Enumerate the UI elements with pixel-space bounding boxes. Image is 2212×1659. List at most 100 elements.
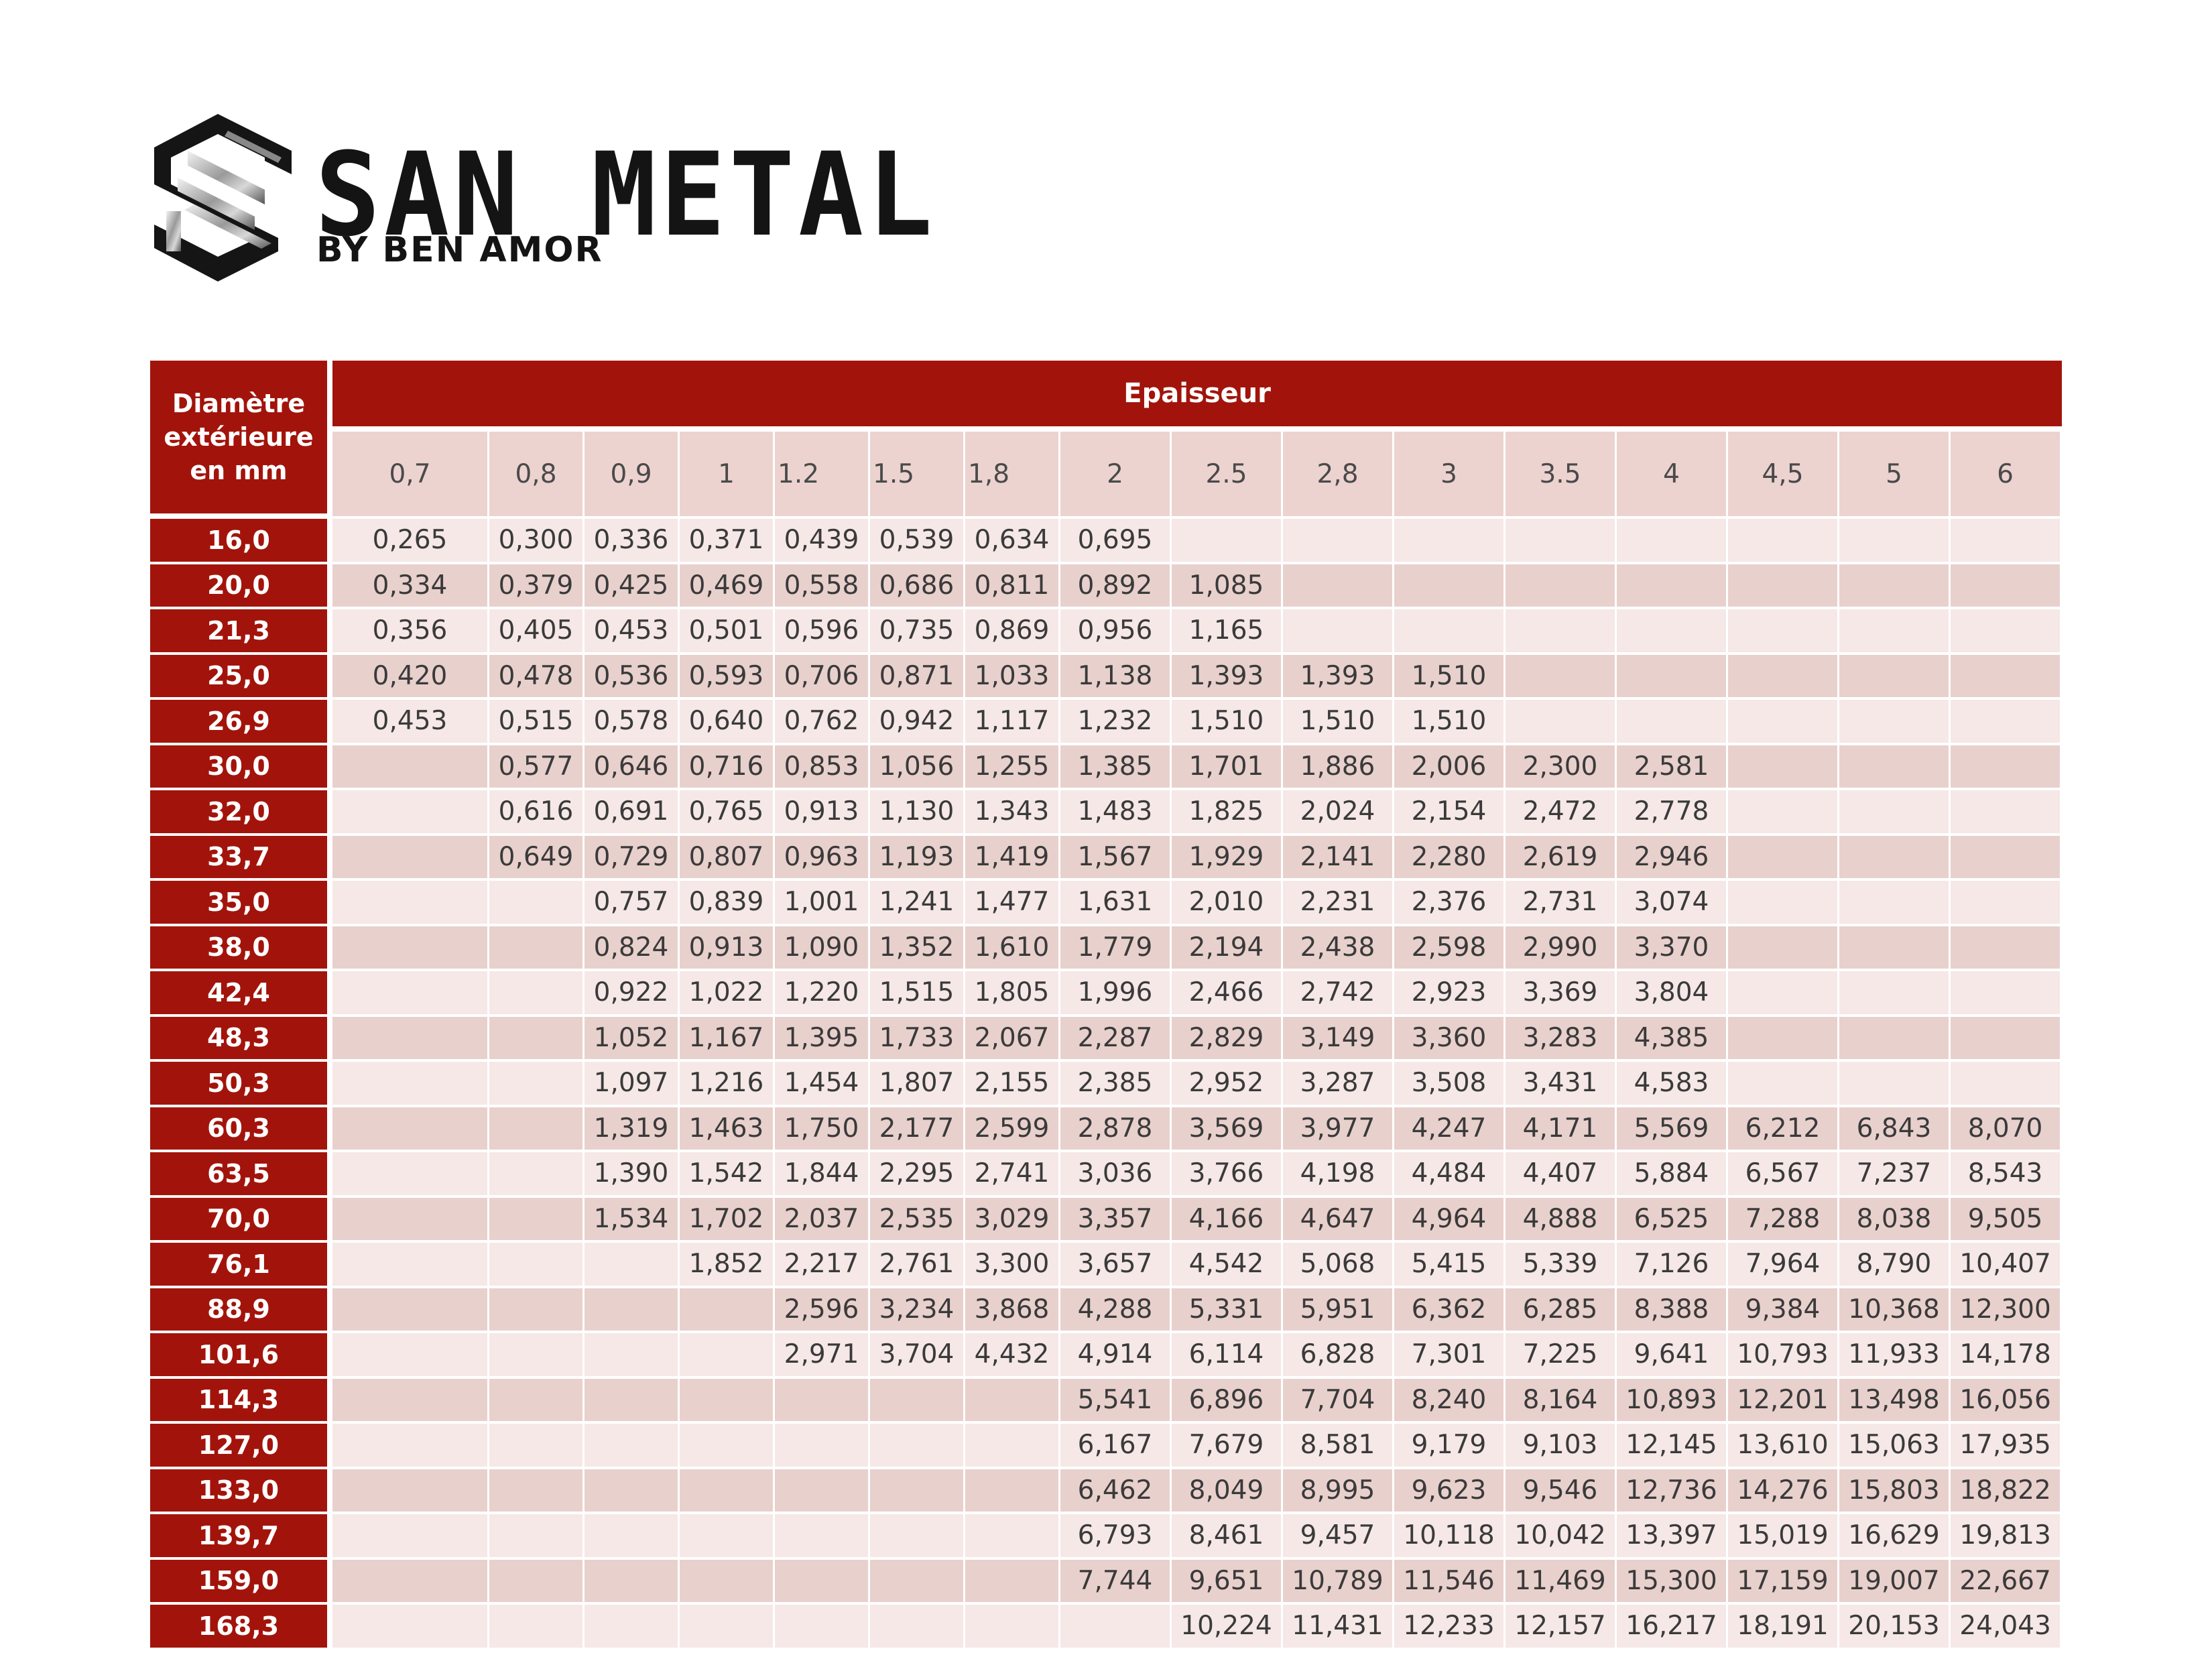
weight-cell: 0,869 bbox=[965, 609, 1060, 655]
weight-cell: 1,165 bbox=[1172, 609, 1283, 655]
weight-cell bbox=[1951, 835, 2063, 881]
diameter-cell: 101,6 bbox=[150, 1333, 332, 1379]
table-row: 133,0 6,462 8,049 8,995 9,623 9,546 12,736 14,2… bbox=[150, 1469, 2063, 1514]
table-row: 32,0 0,616 0,691 0,765 0,913 1,130 1,343 1,483 1… bbox=[150, 790, 2063, 836]
weight-cell: 13,397 bbox=[1617, 1514, 1728, 1560]
weight-cell: 2,006 bbox=[1394, 745, 1506, 790]
tube-weight-table: Diamètre extérieure en mm Epaisseur 0,7 0… bbox=[150, 361, 2063, 1650]
weight-cell: 0,729 bbox=[585, 835, 680, 881]
weight-cell: 0,420 bbox=[332, 654, 489, 700]
weight-cell: 1,534 bbox=[585, 1197, 680, 1243]
weight-cell bbox=[1506, 654, 1617, 700]
weight-cell bbox=[1951, 1062, 2063, 1107]
weight-cell: 5,415 bbox=[1394, 1243, 1506, 1288]
weight-cell: 1,929 bbox=[1172, 835, 1283, 881]
weight-cell: 1,805 bbox=[965, 971, 1060, 1017]
weight-cell: 2,155 bbox=[965, 1062, 1060, 1107]
weight-cell: 6,843 bbox=[1839, 1107, 1951, 1152]
weight-cell: 4,166 bbox=[1172, 1197, 1283, 1243]
weight-cell: 2,280 bbox=[1394, 835, 1506, 881]
weight-cell: 1,510 bbox=[1394, 654, 1506, 700]
weight-cell bbox=[332, 1152, 489, 1198]
brand-name: SAN METAL bbox=[315, 127, 936, 262]
weight-cell bbox=[1283, 564, 1394, 609]
weight-cell: 1,052 bbox=[585, 1016, 680, 1062]
weight-cell: 2,619 bbox=[1506, 835, 1617, 881]
weight-cell bbox=[332, 1559, 489, 1605]
table-row: 25,0 0,420 0,478 0,536 0,593 0,706 0,871 1,033 1… bbox=[150, 654, 2063, 700]
weight-cell: 2,287 bbox=[1060, 1016, 1172, 1062]
weight-cell: 10,407 bbox=[1951, 1243, 2063, 1288]
weight-cell: 0,593 bbox=[680, 654, 775, 700]
weight-cell: 8,543 bbox=[1951, 1152, 2063, 1198]
weight-cell bbox=[332, 1333, 489, 1379]
weight-cell bbox=[1617, 700, 1728, 745]
weight-cell: 7,679 bbox=[1172, 1424, 1283, 1469]
weight-cell: 1,702 bbox=[680, 1197, 775, 1243]
weight-cell: 0,691 bbox=[585, 790, 680, 836]
weight-cell: 1,477 bbox=[965, 881, 1060, 926]
weight-cell: 0,640 bbox=[680, 700, 775, 745]
weight-cell: 0,405 bbox=[489, 609, 585, 655]
weight-cell: 5,331 bbox=[1172, 1288, 1283, 1333]
weight-cell: 4,171 bbox=[1506, 1107, 1617, 1152]
table-row: 48,3 1,052 1,167 1,395 1,733 2,067 2,287 2,829 3… bbox=[150, 1016, 2063, 1062]
thickness-header: 0,9 bbox=[585, 432, 680, 519]
table-row: 26,9 0,453 0,515 0,578 0,640 0,762 0,942 1,117 1… bbox=[150, 700, 2063, 745]
weight-cell bbox=[1617, 564, 1728, 609]
weight-cell: 1,232 bbox=[1060, 700, 1172, 745]
weight-cell bbox=[1728, 835, 1839, 881]
weight-cell bbox=[585, 1288, 680, 1333]
weight-cell bbox=[1839, 971, 1951, 1017]
weight-cell: 0,963 bbox=[775, 835, 870, 881]
weight-cell: 2,177 bbox=[870, 1107, 965, 1152]
brand-logo: SAN METAL BY BEN AMOR bbox=[147, 111, 932, 292]
diameter-cell: 88,9 bbox=[150, 1288, 332, 1333]
weight-cell: 6,567 bbox=[1728, 1152, 1839, 1198]
weight-cell: 2,878 bbox=[1060, 1107, 1172, 1152]
weight-cell: 6,285 bbox=[1506, 1288, 1617, 1333]
weight-cell: 0,453 bbox=[585, 609, 680, 655]
weight-cell bbox=[1839, 926, 1951, 971]
weight-cell: 9,505 bbox=[1951, 1197, 2063, 1243]
diameter-header: Diamètre extérieure en mm bbox=[150, 361, 332, 519]
weight-cell: 9,623 bbox=[1394, 1469, 1506, 1514]
weight-cell bbox=[489, 926, 585, 971]
weight-cell: 0,356 bbox=[332, 609, 489, 655]
weight-cell: 0,558 bbox=[775, 564, 870, 609]
weight-cell: 9,641 bbox=[1617, 1333, 1728, 1379]
weight-cell: 10,789 bbox=[1283, 1559, 1394, 1605]
weight-cell bbox=[1951, 1016, 2063, 1062]
weight-cell: 15,019 bbox=[1728, 1514, 1839, 1560]
thickness-header: 2 bbox=[1060, 432, 1172, 519]
weight-cell bbox=[680, 1605, 775, 1650]
weight-cell: 4,964 bbox=[1394, 1197, 1506, 1243]
diameter-cell: 70,0 bbox=[150, 1197, 332, 1243]
weight-cell: 15,300 bbox=[1617, 1559, 1728, 1605]
weight-cell: 0,616 bbox=[489, 790, 585, 836]
weight-cell: 0,596 bbox=[775, 609, 870, 655]
weight-cell: 3,804 bbox=[1617, 971, 1728, 1017]
diameter-cell: 33,7 bbox=[150, 835, 332, 881]
weight-cell: 7,126 bbox=[1617, 1243, 1728, 1288]
weight-cell: 2,741 bbox=[965, 1152, 1060, 1198]
weight-cell: 17,159 bbox=[1728, 1559, 1839, 1605]
weight-cell bbox=[1839, 700, 1951, 745]
weight-cell: 3,029 bbox=[965, 1197, 1060, 1243]
weight-cell bbox=[1728, 1016, 1839, 1062]
weight-cell: 1,567 bbox=[1060, 835, 1172, 881]
weight-cell: 1,097 bbox=[585, 1062, 680, 1107]
weight-cell bbox=[332, 926, 489, 971]
weight-cell: 1,610 bbox=[965, 926, 1060, 971]
weight-cell bbox=[1839, 745, 1951, 790]
thickness-header: 1,8 bbox=[965, 432, 1060, 519]
weight-cell: 1,090 bbox=[775, 926, 870, 971]
weight-cell: 0,824 bbox=[585, 926, 680, 971]
weight-cell: 0,515 bbox=[489, 700, 585, 745]
weight-cell: 0,807 bbox=[680, 835, 775, 881]
table-row: 35,0 0,757 0,839 1,001 1,241 1,477 1,631 2,010 2… bbox=[150, 881, 2063, 926]
weight-cell bbox=[1839, 519, 1951, 564]
weight-cell bbox=[489, 971, 585, 1017]
weight-cell: 8,070 bbox=[1951, 1107, 2063, 1152]
weight-cell: 3,977 bbox=[1283, 1107, 1394, 1152]
